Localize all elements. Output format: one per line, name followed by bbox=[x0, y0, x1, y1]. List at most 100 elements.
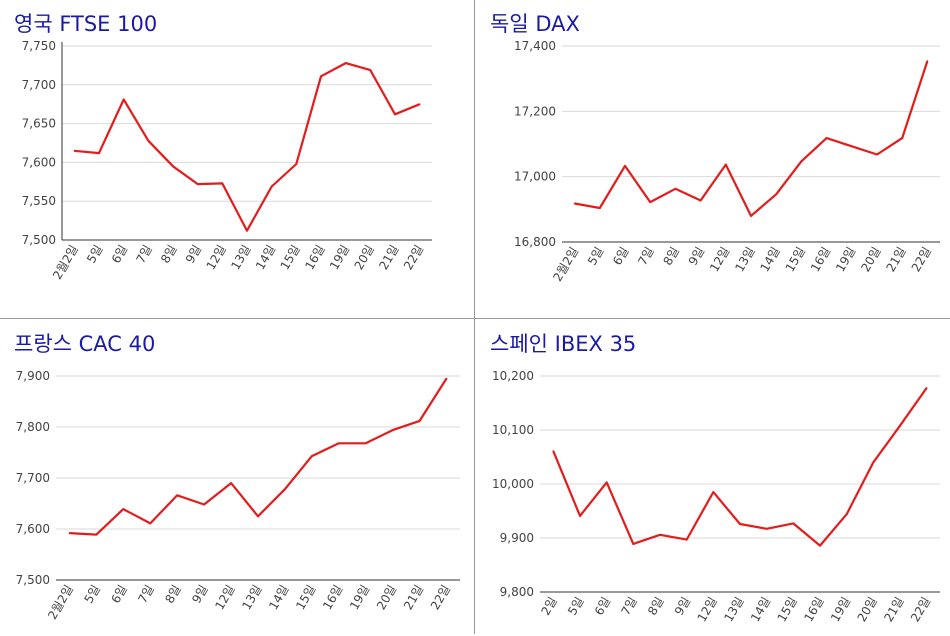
data-point bbox=[685, 538, 688, 541]
x-tick-label: 13일 bbox=[239, 583, 264, 613]
data-point bbox=[624, 165, 626, 167]
data-point bbox=[338, 442, 340, 445]
series-line bbox=[552, 387, 928, 547]
x-tick-label: 7일 bbox=[635, 245, 656, 268]
y-tick-label: 7,750 bbox=[22, 39, 56, 53]
panel-dax: 독일 DAX 16,800 17,000 17,200 17,400 2월2일 5일 6일 7… bbox=[476, 0, 950, 316]
x-tick-label: 2월2일 bbox=[45, 583, 76, 622]
ftse-line-chart: 7,500 7,550 7,600 7,650 7,700 7,750 2월2일 5일 6일 7일… bbox=[22, 39, 432, 282]
y-tick-label: 7,650 bbox=[22, 117, 56, 131]
x-tick-label: 12일 bbox=[212, 583, 237, 613]
data-point bbox=[122, 508, 125, 510]
x-tick-label: 15일 bbox=[278, 243, 303, 273]
data-point bbox=[445, 377, 448, 380]
data-point bbox=[605, 481, 608, 484]
data-point bbox=[196, 183, 199, 185]
x-tick-label: 12일 bbox=[204, 243, 229, 273]
chart-title: 독일 DAX bbox=[490, 12, 580, 36]
data-point bbox=[925, 387, 928, 389]
x-tick-label: 12일 bbox=[695, 595, 720, 625]
x-tick-label: 19일 bbox=[327, 243, 352, 273]
x-tick-label: 20일 bbox=[352, 243, 377, 273]
data-point bbox=[394, 113, 396, 116]
y-tick-label: 10,100 bbox=[492, 423, 534, 437]
data-point bbox=[899, 424, 901, 427]
data-point bbox=[98, 152, 100, 154]
x-tick-label: 16일 bbox=[320, 583, 345, 613]
x-tick-label: 2월2일 bbox=[50, 243, 81, 282]
data-point bbox=[246, 229, 248, 232]
data-point bbox=[311, 455, 313, 457]
data-point bbox=[659, 533, 661, 536]
data-point bbox=[775, 193, 777, 196]
y-tick-label: 10,000 bbox=[492, 477, 534, 491]
data-point bbox=[573, 202, 576, 205]
data-point bbox=[800, 160, 803, 163]
x-tick-label: 9일 bbox=[672, 595, 693, 618]
y-tick-label: 7,600 bbox=[16, 522, 50, 536]
x-tick-label: 19일 bbox=[833, 245, 858, 275]
data-point bbox=[230, 482, 232, 484]
x-tick-label: 22일 bbox=[908, 595, 933, 625]
series-line bbox=[74, 61, 421, 232]
data-point bbox=[176, 494, 178, 497]
data-point bbox=[364, 442, 367, 445]
x-tick-label: 8일 bbox=[645, 595, 666, 618]
horizontal-divider bbox=[0, 318, 950, 319]
data-point bbox=[674, 187, 677, 190]
ibex-line-chart: 9,800 9,900 10,000 10,100 10,200 2일 5일 6일 7일 8일 9일… bbox=[492, 369, 940, 625]
x-tick-label: 14일 bbox=[253, 243, 278, 273]
data-point bbox=[872, 461, 875, 464]
data-point bbox=[122, 98, 125, 101]
data-point bbox=[391, 429, 394, 431]
x-tick-label: 8일 bbox=[158, 243, 179, 266]
x-tick-label: 2일 bbox=[538, 595, 559, 618]
data-point bbox=[295, 163, 298, 165]
data-point bbox=[599, 207, 601, 209]
x-tick-label: 13일 bbox=[228, 243, 253, 273]
x-tick-label: 22일 bbox=[909, 245, 934, 275]
chart-title: 스페인 IBEX 35 bbox=[490, 332, 637, 356]
x-tick-label: 13일 bbox=[721, 595, 746, 625]
y-tick-label: 7,500 bbox=[22, 233, 56, 247]
x-tick-label: 14일 bbox=[266, 583, 291, 613]
data-point bbox=[552, 450, 555, 452]
data-point bbox=[320, 75, 322, 78]
x-tick-label: 8일 bbox=[162, 583, 183, 606]
data-point bbox=[418, 420, 421, 422]
data-point bbox=[284, 488, 286, 491]
x-tick-label: 19일 bbox=[828, 595, 853, 625]
x-tick-label: 15일 bbox=[293, 583, 318, 613]
x-tick-label: 7일 bbox=[135, 583, 156, 606]
data-point bbox=[73, 149, 76, 152]
y-tick-label: 10,200 bbox=[492, 369, 534, 383]
chart-title: 영국 FTSE 100 bbox=[14, 12, 158, 36]
y-tick-label: 16,800 bbox=[514, 235, 556, 249]
data-point bbox=[344, 62, 347, 64]
x-tick-label: 21일 bbox=[376, 243, 401, 273]
x-tick-label: 6일 bbox=[592, 595, 613, 618]
x-tick-label: 6일 bbox=[109, 243, 130, 266]
data-point bbox=[149, 522, 152, 525]
x-tick-label: 5일 bbox=[84, 243, 105, 266]
data-point bbox=[926, 60, 929, 62]
x-tick-label: 16일 bbox=[801, 595, 826, 625]
data-point bbox=[632, 543, 635, 545]
x-tick-label: 9일 bbox=[183, 243, 204, 266]
x-tick-label: 20일 bbox=[374, 583, 399, 613]
x-tick-label: 9일 bbox=[189, 583, 210, 606]
data-point bbox=[825, 137, 828, 139]
data-point bbox=[68, 532, 71, 534]
y-tick-label: 9,800 bbox=[500, 585, 534, 599]
x-tick-label: 8일 bbox=[661, 245, 682, 268]
data-point bbox=[147, 139, 150, 142]
y-tick-label: 7,700 bbox=[22, 78, 56, 92]
x-tick-label: 7일 bbox=[133, 243, 154, 266]
dax-line-chart: 16,800 17,000 17,200 17,400 2월2일 5일 6일 7일 8일 9일 12… bbox=[514, 39, 940, 284]
x-tick-label: 5일 bbox=[82, 583, 103, 606]
x-tick-label: 2월2일 bbox=[550, 245, 581, 284]
x-tick-label: 5일 bbox=[565, 595, 586, 618]
data-point bbox=[257, 515, 259, 518]
x-tick-label: 12일 bbox=[707, 244, 732, 274]
